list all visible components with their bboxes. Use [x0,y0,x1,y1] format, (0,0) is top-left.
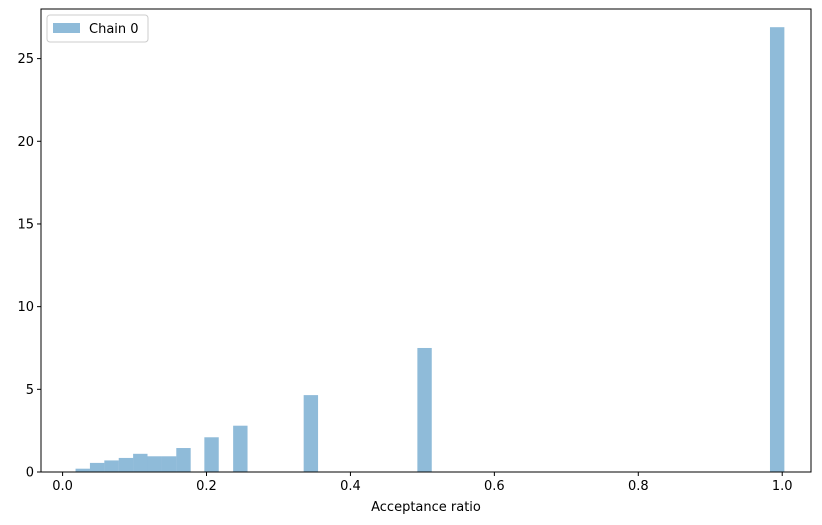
y-tick-label: 10 [17,300,34,315]
x-tick-label: 1.0 [772,479,793,494]
x-tick-label: 0.2 [196,479,217,494]
histogram-bar-1 [89,462,105,472]
x-tick-label: 0.0 [52,479,73,494]
histogram-bar-4 [133,453,148,472]
y-axis-ticks: 0 5 10 15 20 25 [17,52,41,481]
legend-swatch [53,23,80,33]
histogram-bar-8 [204,437,219,472]
legend: Chain 0 [46,14,149,43]
histogram-bar-0 [75,468,90,472]
x-axis-label: Acceptance ratio [371,500,481,515]
histogram-bar-10 [303,395,319,472]
x-axis-ticks: 0.0 0.2 0.4 0.6 0.8 1.0 [52,472,793,494]
histogram-bar-12 [769,27,785,473]
histogram-bar-9 [233,425,248,472]
histogram-bar-3 [118,457,134,472]
histogram-bar-2 [104,460,119,472]
legend-entry-chain-0: Chain 0 [89,22,139,37]
y-tick-label: 0 [26,466,34,481]
histogram-bar-6 [161,456,177,472]
plot-frame [40,8,812,473]
histogram-bar-11 [417,347,432,472]
histogram-bar-5 [147,456,162,472]
x-tick-label: 0.8 [628,479,649,494]
histogram-bars [75,27,785,473]
y-tick-label: 20 [17,135,34,150]
y-tick-label: 25 [17,52,34,67]
x-tick-label: 0.6 [484,479,505,494]
histogram-bar-7 [176,448,191,472]
y-tick-label: 15 [17,217,34,232]
legend-box [46,14,149,43]
y-tick-label: 5 [26,383,34,398]
x-tick-label: 0.4 [340,479,361,494]
